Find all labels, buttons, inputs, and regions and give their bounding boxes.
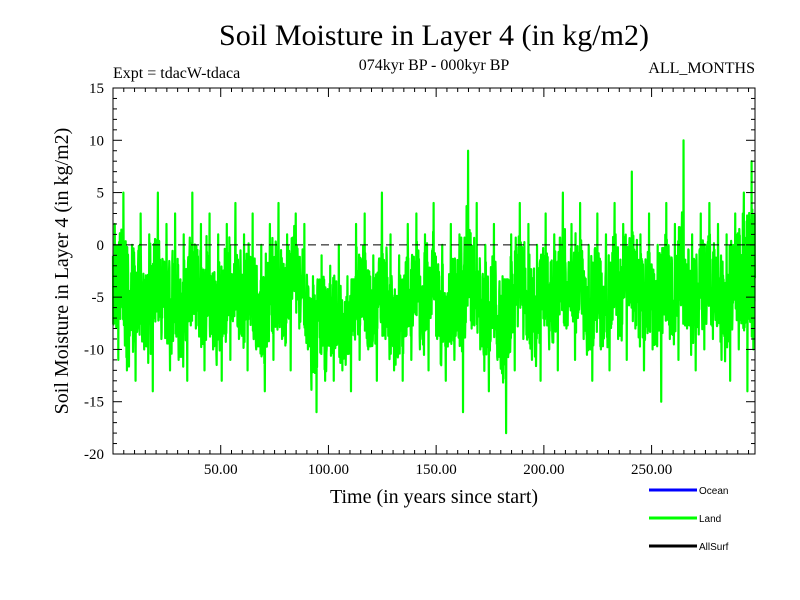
series-land-line [111, 139, 757, 435]
plot-area [111, 139, 757, 435]
axes: -20 -15 -10 -5 0 5 10 15 50.00 100.00 150.00 200.00… [84, 81, 756, 478]
y-tick-label: -5 [92, 290, 105, 306]
y-tick-label: 10 [89, 133, 104, 149]
chart-title: Soil Moisture in Layer 4 (in kg/m2) [219, 19, 649, 52]
legend-label-land: Land [699, 514, 721, 525]
x-tick-label: 200.00 [523, 462, 564, 478]
legend: Ocean Land AllSurf [649, 486, 729, 553]
y-tick-label: 15 [89, 81, 104, 97]
experiment-label: Expt = tdacW-tdaca [113, 65, 240, 82]
legend-label-allsurf: AllSurf [699, 542, 729, 553]
y-tick-label: -20 [84, 447, 104, 463]
time-range-label: 074kyr BP - 000kyr BP [359, 57, 510, 74]
y-tick-label: -10 [84, 342, 104, 358]
x-tick-label: 50.00 [204, 462, 238, 478]
x-tick-label: 150.00 [416, 462, 457, 478]
x-tick-label: 250.00 [631, 462, 672, 478]
months-label: ALL_MONTHS [648, 60, 755, 77]
y-tick-label: -15 [84, 395, 104, 411]
y-axis-label: Soil Moisture in Layer 4 (in kg/m2) [51, 128, 73, 415]
y-tick-label: 5 [97, 186, 105, 202]
y-tick-label: 0 [97, 238, 105, 254]
x-tick-label: 100.00 [308, 462, 349, 478]
legend-label-ocean: Ocean [699, 486, 728, 497]
plot-frame [112, 87, 756, 455]
x-axis-label: Time (in years since start) [330, 486, 538, 508]
